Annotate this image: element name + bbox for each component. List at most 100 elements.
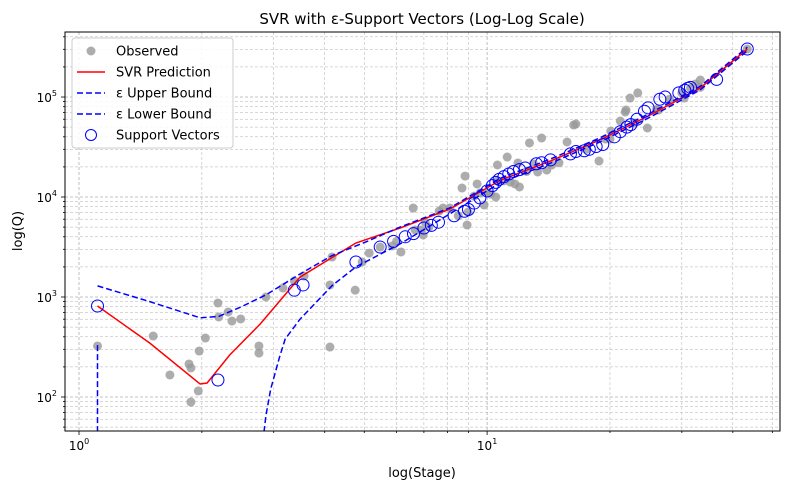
support-vector-marker — [529, 157, 543, 171]
observed-point — [236, 314, 246, 324]
epsilon-lower-bound-line — [263, 50, 748, 431]
observed-point — [547, 160, 557, 170]
tick-base: 10 — [477, 439, 492, 453]
x-axis-label: log(Stage) — [388, 466, 456, 481]
support-vector-marker — [630, 112, 644, 126]
legend: Observed SVR Prediction ε Upper Bound ε Low… — [71, 37, 234, 149]
observed-point — [472, 179, 482, 189]
support-vector-marker — [480, 184, 494, 198]
tick-base: 10 — [37, 291, 52, 305]
observed-point — [194, 346, 204, 356]
support-vector-marker — [658, 90, 672, 104]
support-vector-marker — [596, 138, 610, 152]
tick-exponent: 4 — [52, 189, 57, 198]
observed-point — [254, 341, 264, 351]
observed-point — [625, 93, 635, 103]
observed-point — [492, 160, 502, 170]
support-vector-marker — [373, 240, 387, 254]
y-tick-label: 105 — [37, 89, 57, 105]
support-vector-marker — [349, 255, 363, 269]
y-tick-label: 102 — [37, 389, 57, 405]
support-vector-marker — [637, 104, 651, 118]
observed-point — [460, 171, 470, 181]
support-vector-marker — [512, 163, 526, 177]
grid-lines — [65, 32, 780, 431]
observed-point — [350, 285, 360, 295]
support-vector-marker — [518, 161, 532, 175]
observed-point — [186, 363, 196, 373]
support-vector-marker — [577, 144, 591, 158]
support-vector-marker — [287, 283, 301, 297]
observed-point — [165, 370, 175, 380]
observed-point — [524, 138, 534, 148]
support-vector-marker — [740, 42, 754, 56]
observed-point — [325, 342, 335, 352]
observed-point — [514, 182, 524, 192]
observed-point — [375, 242, 385, 252]
y-tick-label: 104 — [37, 189, 57, 205]
support-vector-marker — [296, 278, 310, 292]
observed-point — [213, 298, 223, 308]
observed-point — [325, 280, 335, 290]
observed-point — [615, 116, 625, 126]
legend-label: Observed — [116, 45, 179, 60]
observed-point — [396, 247, 406, 257]
observed-point — [261, 292, 271, 302]
observed-point — [457, 183, 467, 193]
y-axis-label: log(Q) — [11, 211, 26, 251]
observed-point — [621, 105, 631, 115]
support-vector-marker — [387, 234, 401, 248]
tick-base: 10 — [37, 91, 52, 105]
legend-label: SVR Prediction — [116, 66, 211, 81]
tick-base: 10 — [37, 191, 52, 205]
tick-exponent: 5 — [52, 89, 57, 98]
observed-point — [665, 94, 675, 104]
observed-point — [278, 283, 288, 293]
support-vector-marker — [535, 156, 549, 170]
observed-point — [633, 88, 643, 98]
legend-observed-marker — [86, 46, 96, 56]
observed-point — [186, 397, 196, 407]
x-tick-label: 101 — [477, 437, 497, 453]
observed-point — [193, 386, 203, 396]
support-vector-marker — [641, 101, 655, 115]
legend-label: ε Lower Bound — [116, 108, 212, 123]
y-tick-label: 103 — [37, 289, 57, 305]
observed-point — [479, 200, 489, 210]
observed-point — [491, 192, 501, 202]
support-vector-marker — [398, 230, 412, 244]
observed-point — [254, 348, 264, 358]
observed-point — [695, 75, 705, 85]
support-vector-marker — [544, 153, 558, 167]
support-vector-marker — [683, 80, 697, 94]
x-tick-label: 100 — [69, 437, 89, 453]
support-vector-marker — [582, 142, 596, 156]
tick-base: 10 — [37, 391, 52, 405]
observed-point — [537, 133, 547, 143]
support-vector-marker — [620, 120, 634, 134]
support-vector-marker — [589, 140, 603, 154]
observed-point — [502, 152, 512, 162]
support-vector-marker — [613, 125, 627, 139]
legend-support-vector-marker — [85, 129, 97, 141]
plot-frame — [64, 31, 781, 432]
observed-point — [562, 137, 572, 147]
support-vector-marker — [506, 164, 520, 178]
tick-exponent: 2 — [52, 389, 57, 398]
legend-label: ε Upper Bound — [116, 87, 212, 102]
plot-marks — [91, 42, 754, 431]
support-vector-marker — [431, 215, 445, 229]
observed-point — [462, 220, 472, 230]
observed-point — [571, 119, 581, 129]
observed-point — [364, 248, 374, 258]
tick-exponent: 1 — [492, 437, 497, 446]
legend-box — [71, 37, 234, 149]
legend-label: Support Vectors — [116, 129, 220, 144]
observed-point — [453, 211, 463, 221]
support-vector-marker — [563, 147, 577, 161]
support-vector-marker — [678, 83, 692, 97]
observed-point — [408, 203, 418, 213]
support-vector-marker — [91, 299, 105, 313]
